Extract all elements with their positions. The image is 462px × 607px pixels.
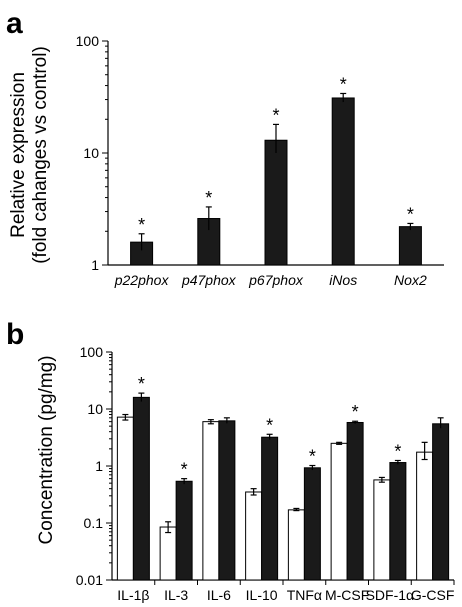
y-tick-label: 0.01 bbox=[76, 572, 103, 588]
significance-star: * bbox=[272, 105, 279, 125]
panel-a-ylabel-line2: (fold cahanges vs control) bbox=[30, 46, 51, 264]
x-category-label: iNos bbox=[329, 272, 357, 288]
significance-star: * bbox=[181, 460, 188, 480]
panel-b-ylabel: Concentration (pg/mg) bbox=[36, 355, 57, 544]
bar bbox=[389, 462, 407, 581]
panel-a-ylabel-line1: Relative expression bbox=[8, 72, 29, 238]
x-category-label: IL-1β bbox=[117, 587, 149, 603]
x-category-label: Nox2 bbox=[394, 272, 427, 288]
x-category-label: p67phox bbox=[248, 272, 304, 288]
bar bbox=[373, 479, 391, 581]
x-category-label: TNFα bbox=[287, 587, 322, 603]
significance-star: * bbox=[394, 441, 401, 461]
bar bbox=[303, 467, 321, 581]
x-category-label: IL-3 bbox=[164, 587, 188, 603]
x-category-label: M-CSF bbox=[325, 587, 369, 603]
significance-star: * bbox=[309, 447, 316, 467]
bar bbox=[398, 226, 422, 266]
significance-star: * bbox=[340, 74, 347, 94]
bar bbox=[175, 480, 193, 581]
bar bbox=[416, 451, 434, 581]
bar bbox=[287, 509, 305, 581]
significance-star: * bbox=[138, 215, 145, 235]
bar bbox=[116, 416, 134, 581]
significance-star: * bbox=[138, 374, 145, 394]
significance-star: * bbox=[407, 204, 414, 224]
x-category-label: SDF-1α bbox=[366, 587, 415, 603]
panel-a-letter: a bbox=[6, 7, 23, 40]
x-category-label: p47phox bbox=[181, 272, 237, 288]
y-tick-label: 10 bbox=[87, 401, 103, 417]
panel-a-chart: a Relative expression (fold cahanges vs … bbox=[6, 7, 444, 288]
bar bbox=[330, 442, 348, 581]
bar bbox=[261, 436, 279, 581]
x-category-label: G-CSF bbox=[411, 587, 455, 603]
y-tick-label: 100 bbox=[80, 344, 104, 360]
x-category-label: IL-10 bbox=[246, 587, 278, 603]
y-tick-label: 0.1 bbox=[84, 515, 104, 531]
bar bbox=[132, 396, 150, 581]
x-category-label: IL-6 bbox=[207, 587, 231, 603]
significance-star: * bbox=[266, 415, 273, 435]
significance-star: * bbox=[352, 402, 359, 422]
y-tick-label: 1 bbox=[91, 257, 99, 273]
bar bbox=[202, 421, 220, 581]
bar bbox=[245, 491, 263, 581]
bar bbox=[432, 423, 450, 581]
bar bbox=[346, 421, 364, 581]
bar bbox=[331, 97, 355, 266]
y-tick-label: 100 bbox=[76, 33, 100, 49]
significance-star: * bbox=[205, 188, 212, 208]
y-tick-label: 1 bbox=[95, 458, 103, 474]
panel-b-chart: b Concentration (pg/mg) 0.01 0.1 1 10 100 IL-… bbox=[6, 318, 455, 603]
bar bbox=[218, 420, 236, 581]
panel-b-letter: b bbox=[6, 318, 24, 351]
bar bbox=[159, 526, 177, 581]
x-category-label: p22phox bbox=[114, 272, 170, 288]
y-tick-label: 10 bbox=[83, 145, 99, 161]
bar bbox=[264, 139, 288, 266]
